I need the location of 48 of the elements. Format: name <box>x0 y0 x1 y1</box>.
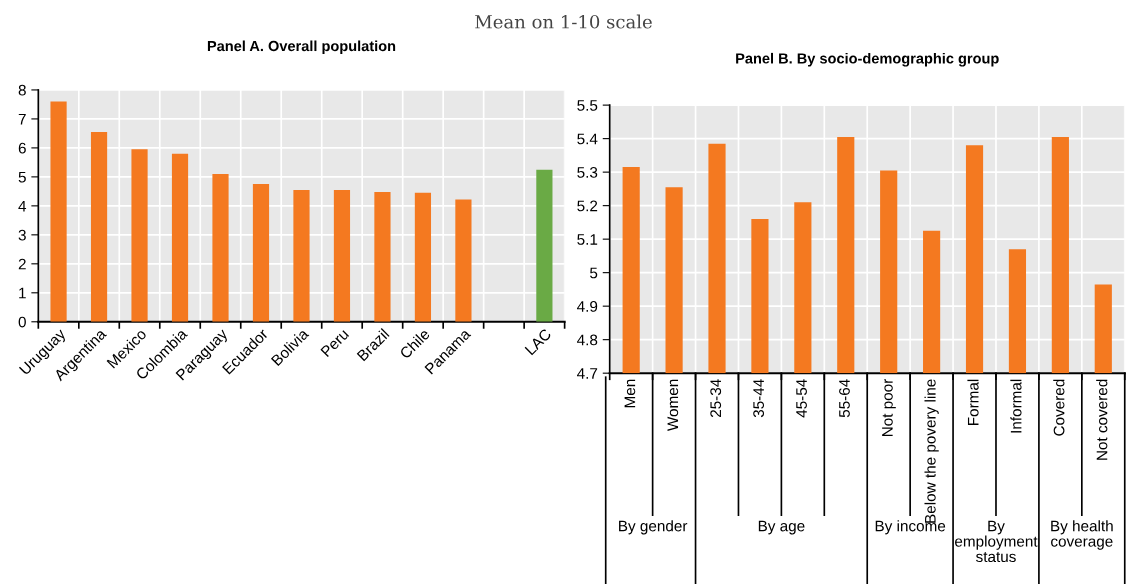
bar <box>293 189 310 322</box>
y-tick-label: 8 <box>18 84 26 96</box>
x-tick-label: Not covered <box>1096 379 1108 460</box>
bar <box>414 192 432 322</box>
y-tick-label: 3 <box>18 229 26 241</box>
text: By age <box>758 520 805 535</box>
text: By health coverage <box>1051 520 1113 550</box>
text: By employment status <box>955 520 1038 563</box>
bar <box>252 184 270 322</box>
bar <box>212 173 229 322</box>
y-tick-label: 7 <box>18 113 26 125</box>
chart-title: Panel A. Overall population <box>207 40 396 55</box>
y-tick-label: 5.4 <box>577 133 598 145</box>
y-tick-label: 5.1 <box>577 234 598 245</box>
bar <box>131 149 148 322</box>
x-tick-label: 25-34 <box>710 379 722 418</box>
bar <box>455 199 472 322</box>
x-tick-label: Informal <box>1010 379 1022 433</box>
x-tick-label: Formal <box>967 379 979 426</box>
x-tick-label: Not poor <box>882 378 896 437</box>
bar <box>374 191 391 322</box>
chart-title: Panel B. By socio-demographic group <box>736 52 999 67</box>
y-tick-label: 2 <box>18 258 26 270</box>
x-tick-label: Covered <box>1053 379 1065 436</box>
y-tick-label: 1 <box>19 287 26 299</box>
y-tick-label: 4.8 <box>577 334 598 346</box>
y-tick-label: 5 <box>590 267 598 279</box>
bar <box>90 131 108 322</box>
x-tick-label: 45-54 <box>796 379 807 418</box>
chart-subtitle: Mean on 1-10 scale <box>475 14 652 29</box>
x-tick-label: Women <box>667 379 679 432</box>
y-tick-label: 6 <box>18 142 26 154</box>
bar <box>171 153 189 322</box>
bar <box>536 169 553 322</box>
x-tick-label: 55-64 <box>839 379 850 418</box>
bar <box>50 101 67 322</box>
x-tick-label: 35-44 <box>753 379 765 418</box>
bar <box>333 189 351 322</box>
y-tick-label: 5.2 <box>577 200 598 212</box>
y-tick-label: 5 <box>18 171 26 183</box>
x-tick-label: Men <box>624 379 636 408</box>
y-tick-label: 4.9 <box>577 301 598 312</box>
y-tick-label: 4.7 <box>577 368 598 379</box>
y-tick-label: 4 <box>18 200 27 212</box>
y-tick-label: 5.3 <box>577 167 598 178</box>
text: By gender <box>619 520 688 535</box>
y-tick-label: 5.5 <box>577 100 598 111</box>
y-tick-label: 0 <box>18 316 26 328</box>
